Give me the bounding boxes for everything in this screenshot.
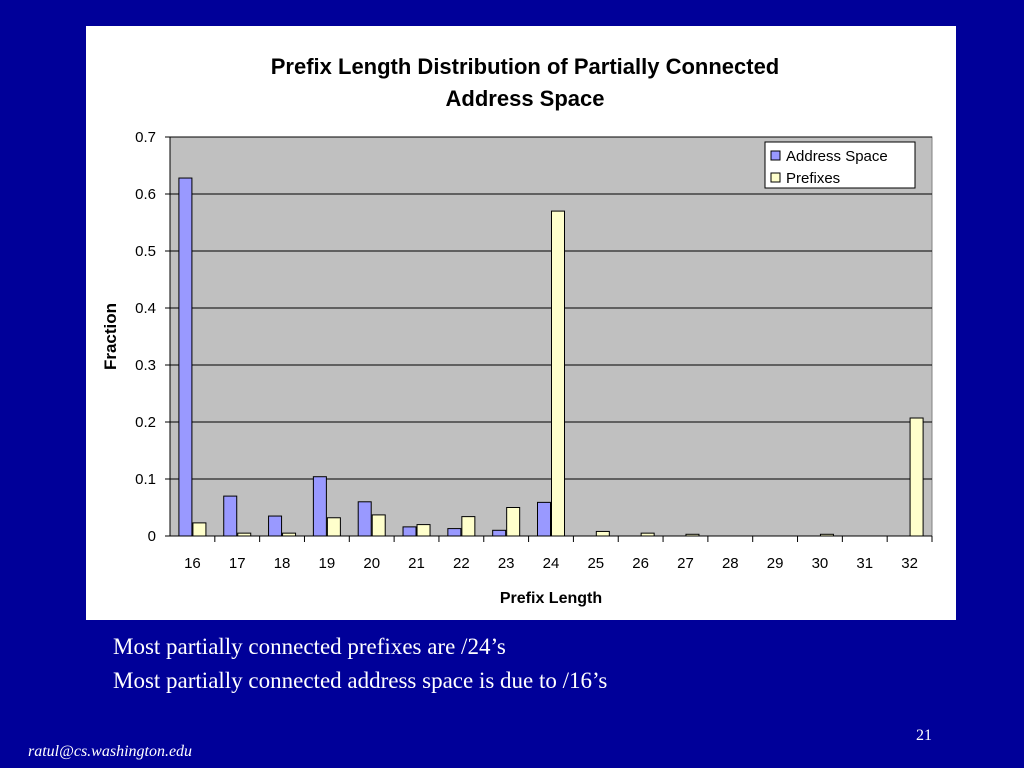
x-tick-label: 21: [408, 555, 425, 572]
bar-address-space: [402, 526, 417, 537]
y-tick-label: 0.4: [135, 300, 156, 317]
x-tick-label: 32: [901, 555, 918, 572]
bar-prefixes: [461, 516, 476, 537]
legend-box: [764, 141, 916, 189]
x-tick-label: 17: [229, 555, 246, 572]
bar-chart: Prefix Length Distribution of Partially …: [101, 54, 933, 607]
bar-address-space: [312, 476, 327, 537]
bar-address-space: [357, 501, 372, 537]
bar-address-space: [537, 501, 551, 537]
bar-prefixes: [640, 532, 655, 537]
x-tick-label: 25: [587, 555, 604, 572]
bar-address-space: [178, 177, 193, 537]
x-tick-label: 31: [856, 555, 873, 572]
y-tick-label: 0: [148, 528, 156, 545]
y-tick-label: 0.6: [135, 186, 156, 203]
x-tick-label: 27: [677, 555, 694, 572]
bar-prefixes: [595, 530, 610, 537]
bar-address-space: [492, 529, 507, 537]
bar-prefixes: [192, 522, 207, 537]
caption-line-1: Most partially connected prefixes are /2…: [113, 634, 506, 659]
bar-address-space: [268, 515, 283, 537]
bar-address-space: [447, 528, 462, 537]
y-tick-label: 0.3: [135, 357, 156, 374]
x-tick-label: 28: [722, 555, 739, 572]
x-tick-label: 16: [184, 555, 201, 572]
legend-label: Prefixes: [786, 170, 840, 187]
y-axis-label: Fraction: [101, 303, 120, 370]
bar-prefixes: [326, 517, 341, 537]
x-tick-label: 20: [363, 555, 380, 572]
y-tick-label: 0.1: [135, 471, 156, 488]
bar-prefixes: [551, 210, 565, 537]
legend-swatch-address-space: [770, 150, 781, 161]
x-tick-label: 18: [274, 555, 291, 572]
chart-title-line: Prefix Length Distribution of Partially …: [271, 54, 780, 79]
x-tick-label: 26: [632, 555, 649, 572]
bar-prefixes: [237, 532, 252, 537]
x-tick-label: 23: [498, 555, 515, 572]
bar-prefixes: [371, 514, 386, 537]
chart-title-line: Address Space: [446, 86, 605, 111]
bar-prefixes: [685, 533, 700, 537]
legend-label: Address Space: [786, 148, 888, 165]
bar-address-space: [223, 495, 238, 537]
x-tick-label: 22: [453, 555, 470, 572]
x-axis-label: Prefix Length: [500, 590, 602, 607]
bar-prefixes: [416, 524, 431, 537]
y-tick-label: 0.7: [135, 129, 156, 146]
x-tick-label: 30: [812, 555, 829, 572]
bar-prefixes: [506, 507, 521, 537]
y-tick-label: 0.5: [135, 243, 156, 260]
legend-swatch-prefixes: [770, 172, 781, 183]
x-tick-label: 19: [319, 555, 336, 572]
slide-number: 21: [916, 727, 932, 744]
x-tick-label: 29: [767, 555, 784, 572]
chart-panel: Prefix Length Distribution of Partially …: [86, 26, 956, 620]
bar-prefixes: [282, 532, 297, 537]
caption-line-2: Most partially connected address space i…: [113, 668, 608, 693]
x-tick-label: 24: [543, 555, 560, 572]
y-tick-label: 0.2: [135, 414, 156, 431]
bar-prefixes: [909, 417, 924, 537]
bar-prefixes: [819, 533, 834, 537]
footer-email: ratul@cs.washington.edu: [28, 743, 193, 760]
